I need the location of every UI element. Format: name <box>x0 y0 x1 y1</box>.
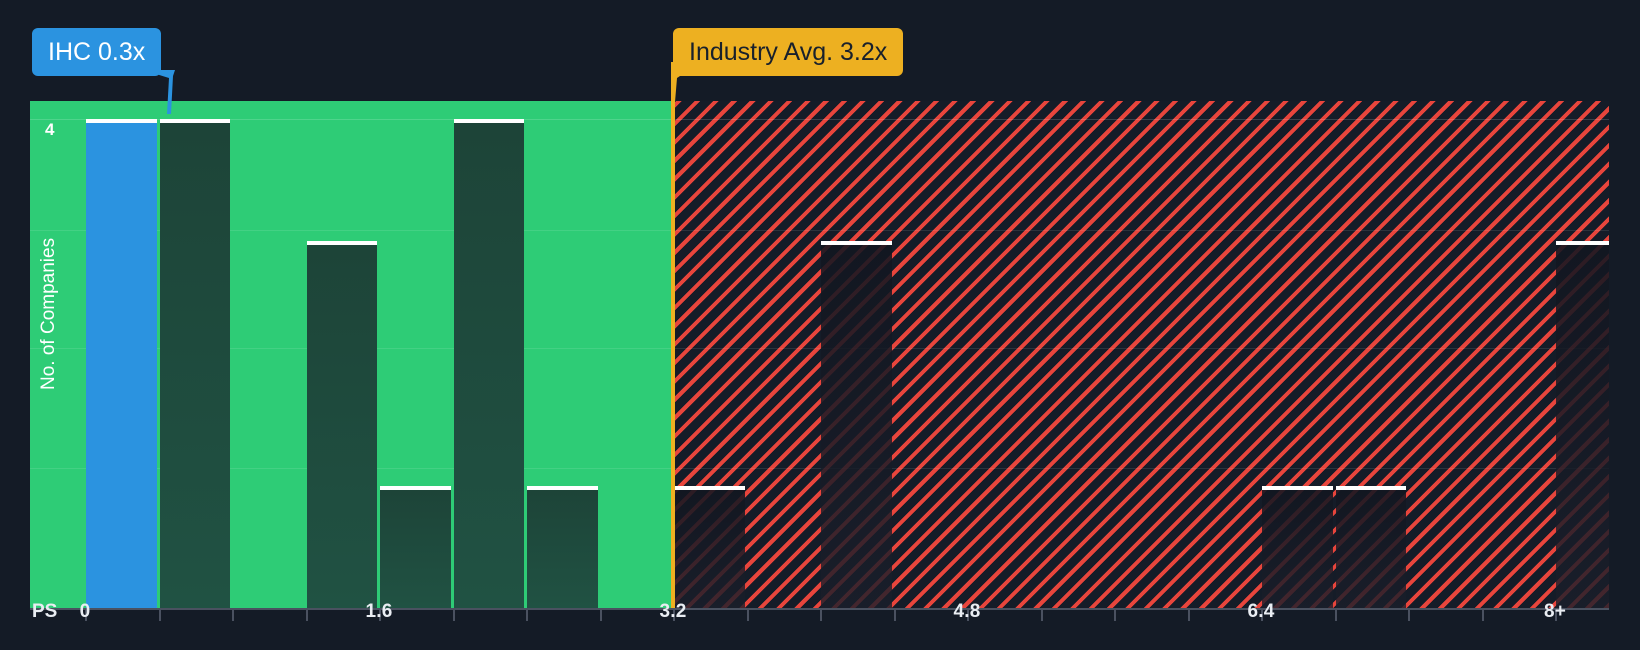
bar-cap <box>821 241 892 246</box>
bar[interactable] <box>1335 485 1406 608</box>
gridline-2 <box>30 348 1609 349</box>
x-axis-tick <box>158 610 161 621</box>
bar-body <box>1262 489 1333 608</box>
x-axis-line <box>30 608 1609 610</box>
x-axis-tick <box>1334 610 1337 621</box>
x-axis-tick-label: 6.4 <box>1247 601 1275 622</box>
x-axis-tick <box>746 610 749 621</box>
bar-body <box>821 245 892 608</box>
bar-cap <box>159 119 230 123</box>
bar[interactable] <box>1556 241 1609 608</box>
bar[interactable] <box>527 485 598 608</box>
x-axis-tick <box>1555 610 1557 621</box>
x-axis-tick <box>967 610 969 621</box>
bar[interactable] <box>1262 485 1333 608</box>
bar-cap <box>453 119 524 123</box>
bar-body <box>674 489 745 608</box>
bar-cap <box>1335 485 1406 490</box>
x-axis-tick <box>820 610 822 621</box>
zone-above-industry-average <box>673 101 1609 608</box>
bar-cap <box>380 485 451 490</box>
x-axis-tick <box>379 610 381 621</box>
x-axis-tick <box>85 610 87 621</box>
y-axis-title: No. of Companies <box>38 237 59 390</box>
bar[interactable] <box>821 241 892 608</box>
industry-average-line <box>671 68 675 608</box>
bar-body <box>159 123 230 608</box>
company-callout-pointer <box>142 70 175 114</box>
x-axis-tick <box>673 610 675 621</box>
x-axis-tick-label: 0 <box>79 601 91 622</box>
x-axis-tick <box>526 610 528 621</box>
x-axis-tick <box>452 610 455 621</box>
x-axis-tick <box>599 610 602 621</box>
bar[interactable] <box>306 241 377 608</box>
x-axis-tick-label: 3.2 <box>659 601 687 622</box>
bar-body <box>1556 245 1609 608</box>
bar-cap <box>527 485 598 490</box>
x-axis-tick <box>1261 610 1263 621</box>
bar-cap <box>306 241 377 246</box>
bar-body <box>306 245 377 608</box>
bar-cap <box>674 485 745 490</box>
x-axis-tick-label: 4.8 <box>953 601 981 622</box>
bar-body <box>380 489 451 608</box>
bar-cap <box>86 119 157 123</box>
y-axis-tick-label-4: 4 <box>45 120 55 139</box>
company-callout[interactable]: IHC 0.3x <box>32 28 162 76</box>
x-axis-tick <box>1481 610 1484 621</box>
gridline-3-upper <box>30 230 1609 231</box>
bar-cap <box>1262 485 1333 490</box>
bar-body <box>1335 489 1406 608</box>
x-axis-tick <box>1408 610 1410 621</box>
x-axis-tick <box>305 610 308 621</box>
bar[interactable] <box>674 485 745 608</box>
bar-body <box>453 123 524 608</box>
x-axis-tick <box>1187 610 1190 621</box>
x-axis-tick <box>893 610 896 621</box>
bar-body <box>86 123 157 608</box>
x-axis-tick <box>232 610 234 621</box>
industry-callout[interactable]: Industry Avg. 3.2x <box>673 28 904 76</box>
bar-highlighted[interactable] <box>86 119 157 608</box>
gridline-4 <box>30 119 1609 120</box>
x-axis-tick <box>1040 610 1043 621</box>
x-axis-tick <box>1114 610 1116 621</box>
x-axis-title: PS <box>32 601 58 622</box>
bar[interactable] <box>453 119 524 608</box>
bar-cap <box>1556 241 1609 246</box>
bar[interactable] <box>159 119 230 608</box>
x-axis-tick-label: 8+ <box>1543 601 1567 622</box>
bar-body <box>527 489 598 608</box>
x-axis-tick-label: 1.6 <box>365 601 393 622</box>
bar[interactable] <box>380 485 451 608</box>
gridline-1 <box>30 468 1609 469</box>
plot-area <box>30 101 1609 608</box>
